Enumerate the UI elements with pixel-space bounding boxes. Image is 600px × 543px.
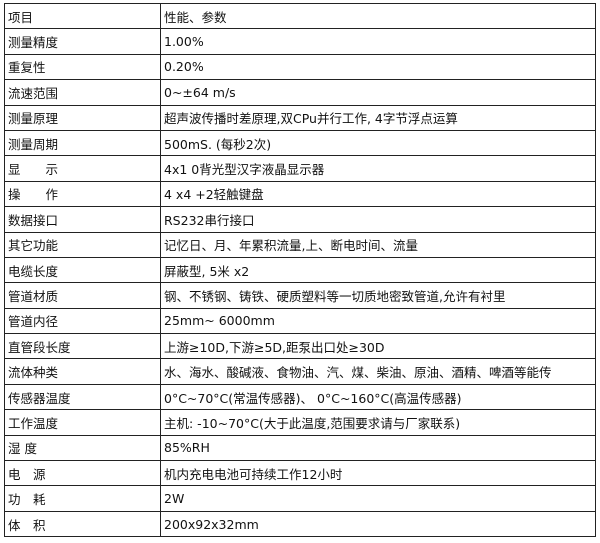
spec-label: 体 积 (4, 510, 161, 538)
table-row: 测量周期 500mS. (每秒2次) (4, 129, 596, 157)
spec-table: 项目 性能、参数 测量精度 1.00% 重复性 0.20% 流速范围 0~±64 m/s 测量原… (4, 2, 596, 538)
spec-value: 4 x4 +2轻触键盘 (160, 180, 596, 208)
spec-label: 直管段长度 (4, 333, 161, 360)
spec-label: 电缆长度 (4, 256, 161, 284)
table-row: 直管段长度 上游≥10D,下游≥5D,距泵出口处≥30D (4, 333, 596, 360)
table-row: 重复性 0.20% (4, 53, 596, 81)
spec-value: 0.20% (160, 53, 596, 81)
spec-value: 性能、参数 (160, 2, 596, 30)
spec-label: 操 作 (4, 180, 161, 208)
spec-label: 其它功能 (4, 231, 161, 258)
spec-table-body: 项目 性能、参数 测量精度 1.00% 重复性 0.20% 流速范围 0~±64 m/s 测量原… (4, 2, 596, 538)
spec-value: 2W (160, 485, 596, 512)
spec-value: 水、海水、酸碱液、食物油、汽、煤、柴油、原油、酒精、啤酒等能传 (160, 358, 596, 385)
spec-label: 项目 (4, 2, 161, 30)
table-row: 管道内径 25mm~ 6000mm (4, 307, 596, 335)
table-row: 电缆长度 屏蔽型, 5米 x2 (4, 256, 596, 284)
spec-label: 工作温度 (4, 409, 161, 436)
spec-value: 1.00% (160, 28, 596, 55)
spec-value: 超声波传播时差原理,双CPu并行工作, 4字节浮点运算 (160, 104, 596, 131)
table-row: 测量原理 超声波传播时差原理,双CPu并行工作, 4字节浮点运算 (4, 104, 596, 131)
spec-label: 重复性 (4, 53, 161, 81)
spec-label: 测量周期 (4, 129, 161, 157)
spec-value: 4x1 0背光型汉字液晶显示器 (160, 155, 596, 182)
table-row: 流速范围 0~±64 m/s (4, 79, 596, 106)
spec-label: 流速范围 (4, 79, 161, 106)
spec-label: 传感器温度 (4, 383, 161, 411)
spec-value: RS232串行接口 (160, 206, 596, 233)
table-row: 显 示 4x1 0背光型汉字液晶显示器 (4, 155, 596, 182)
spec-label: 流体种类 (4, 358, 161, 385)
spec-label: 管道材质 (4, 282, 161, 309)
table-row: 电 源机内充电电池可持续工作12小时 (4, 460, 596, 487)
spec-value: 0~±64 m/s (160, 79, 596, 106)
spec-value: 主机: -10~70°C(大于此温度,范围要求请与厂家联系) (160, 409, 596, 436)
table-row: 其它功能 记忆日、月、年累积流量,上、断电时间、流量 (4, 231, 596, 258)
spec-value: 85%RH (160, 434, 596, 462)
spec-value: 机内充电电池可持续工作12小时 (160, 460, 596, 487)
table-row: 测量精度 1.00% (4, 28, 596, 55)
table-row: 体 积 200x92x32mm (4, 510, 596, 538)
table-row: 工作温度 主机: -10~70°C(大于此温度,范围要求请与厂家联系) (4, 409, 596, 436)
spec-value: 200x92x32mm (160, 510, 596, 538)
spec-value: 钢、不锈钢、铸铁、硬质塑料等一切质地密致管道,允许有衬里 (160, 282, 596, 309)
spec-label: 管道内径 (4, 307, 161, 335)
spec-value: 25mm~ 6000mm (160, 307, 596, 335)
spec-value: 上游≥10D,下游≥5D,距泵出口处≥30D (160, 333, 596, 360)
spec-value: 0°C~70°C(常温传感器)、 0°C~160°C(高温传感器) (160, 383, 596, 411)
spec-label: 测量原理 (4, 104, 161, 131)
table-row: 管道材质 钢、不锈钢、铸铁、硬质塑料等一切质地密致管道,允许有衬里 (4, 282, 596, 309)
spec-label: 显 示 (4, 155, 161, 182)
table-row: 功 耗 2W (4, 485, 596, 512)
spec-label: 数据接口 (4, 206, 161, 233)
spec-label: 测量精度 (4, 28, 161, 55)
spec-value: 500mS. (每秒2次) (160, 129, 596, 157)
spec-value: 记忆日、月、年累积流量,上、断电时间、流量 (160, 231, 596, 258)
table-row: 传感器温度 0°C~70°C(常温传感器)、 0°C~160°C(高温传感器) (4, 383, 596, 411)
table-row: 流体种类 水、海水、酸碱液、食物油、汽、煤、柴油、原油、酒精、啤酒等能传 (4, 358, 596, 385)
table-header-row: 项目 性能、参数 (4, 2, 596, 30)
spec-value: 屏蔽型, 5米 x2 (160, 256, 596, 284)
spec-label: 功 耗 (4, 485, 161, 512)
spec-label: 电 源 (4, 460, 161, 487)
spec-label: 湿 度 (4, 434, 161, 462)
table-row: 湿 度 85%RH (4, 434, 596, 462)
table-row: 数据接口 RS232串行接口 (4, 206, 596, 233)
